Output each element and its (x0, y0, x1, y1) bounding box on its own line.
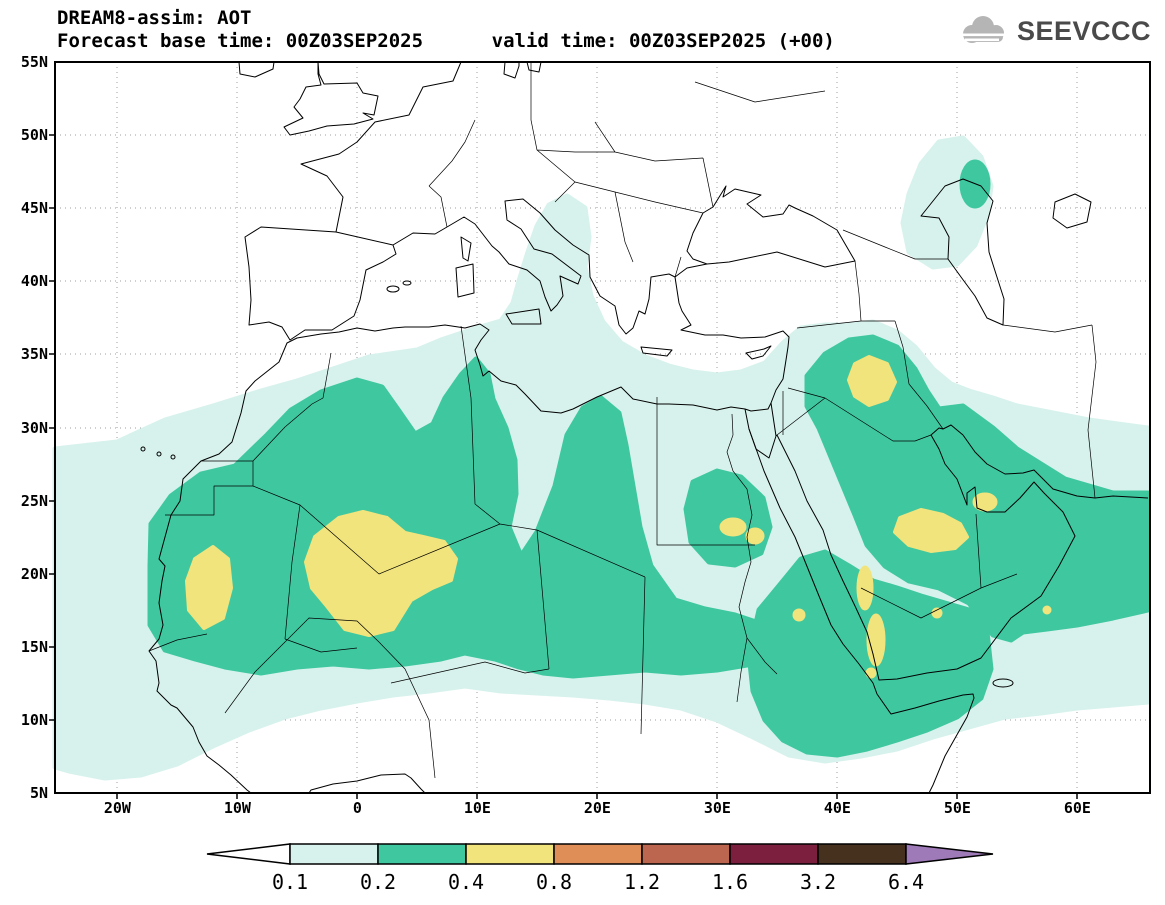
colorbar-tick-label: 3.2 (799, 870, 837, 894)
colorbar-tick-label: 0.8 (535, 870, 573, 894)
lat-tick-label: 35N (20, 345, 48, 364)
country-borders (165, 62, 1097, 735)
lat-tick-label: 45N (20, 199, 48, 218)
lat-tick-label: 10N (20, 710, 48, 729)
colorbar-cell-7 (817, 843, 907, 865)
island-crete (640, 346, 673, 357)
axis-ticks (49, 134, 1078, 799)
coast-denmark (503, 61, 542, 79)
aot-region-bab-el-mandeb-yellow (865, 667, 877, 679)
river-senegal (148, 633, 208, 652)
lon-tick-label: 20E (583, 799, 611, 817)
lon-tick-label: 10W (223, 799, 251, 817)
colorbar-tick-label: 1.2 (623, 870, 661, 894)
island-balearic-1 (386, 285, 400, 293)
coast-ireland (238, 61, 275, 78)
lat-tick-label: 55N (20, 53, 48, 71)
lat-tick-label: 40N (20, 272, 48, 291)
colorbar (206, 843, 994, 865)
colorbar-tick-label: 0.2 (359, 870, 397, 894)
lat-tick-label: 30N (20, 418, 48, 437)
seevccc-logo: SEEVCCC (955, 14, 1151, 48)
coast-france-atlantic (300, 61, 462, 233)
lon-tick-label: 30E (703, 799, 731, 817)
coast-redsea-african-side (748, 428, 975, 794)
cloud-icon (960, 16, 1005, 43)
lat-tick-label: 50N (20, 126, 48, 145)
island-cyprus (745, 345, 772, 360)
colorbar-cell-5 (641, 843, 731, 865)
lat-tick-label: 25N (20, 491, 48, 510)
colorbar-left-arrow (206, 843, 291, 865)
aot-region-sudan-yellow (719, 517, 747, 537)
rivers (148, 413, 778, 779)
lon-tick-label: 60E (1063, 799, 1091, 817)
colorbar-right-arrow (905, 843, 994, 865)
aot-region-saudi-yellow (893, 508, 969, 553)
aot-region-iraq-yellow (847, 355, 897, 407)
map-frame (54, 61, 1151, 794)
aot-region-mauritania-yellow (185, 545, 233, 630)
coast-france-med (392, 226, 448, 246)
forecast-times-subtitle: Forecast base time: 00Z03SEP2025 valid t… (57, 30, 835, 52)
colorbar-tick-label: 1.6 (711, 870, 749, 894)
island-canary-3 (170, 454, 176, 460)
logo-text: SEEVCCC (1016, 15, 1151, 46)
aot-region-redsea-coast-yellow-n (856, 565, 874, 611)
aot-region-yemen-saudi-yellow (931, 607, 943, 619)
island-corsica (460, 236, 472, 262)
aot-region-eritrea-yellow (792, 608, 806, 622)
aot-region-oman-coast-yellow (1042, 605, 1052, 615)
island-sicily (505, 308, 542, 325)
colorbar-cell-1 (289, 843, 379, 865)
island-socotra (992, 678, 1014, 688)
lon-tick-label: 50E (943, 799, 971, 817)
river-niger (224, 617, 436, 779)
colorbar-tick-label: 6.4 (887, 870, 925, 894)
colorbar-cell-3 (465, 843, 555, 865)
coast-britain (283, 61, 379, 136)
lat-tick-label: 15N (20, 637, 48, 656)
lon-tick-label: 10E (463, 799, 491, 817)
forecast-map (49, 61, 1151, 799)
coastlines (140, 61, 1149, 794)
lat-tick-label: 20N (20, 564, 48, 583)
colorbar-tick-label: 0.4 (447, 870, 485, 894)
island-balearic-2 (402, 280, 412, 286)
island-canary-2 (156, 451, 162, 457)
colorbar-cell-6 (729, 843, 819, 865)
coast-gulf-of-guinea (308, 773, 426, 794)
lon-tick-label: 0 (352, 799, 362, 817)
coast-turkey-levant-northafrica (148, 276, 790, 794)
island-sardinia (455, 263, 475, 298)
aot-region-arabia-iraq-teal (804, 334, 1151, 643)
river-nile (726, 413, 778, 703)
page-title: DREAM8-assim: AOT (57, 7, 252, 29)
lon-tick-label: 20W (103, 799, 131, 817)
colorbar-cell-4 (553, 843, 643, 865)
map-area (49, 61, 1151, 799)
aot-region-sudan-yellow-2 (745, 527, 765, 545)
lon-tick-label: 40E (823, 799, 851, 817)
coast-caspian (920, 178, 1005, 326)
aot-region-west-sahara-teal (147, 356, 774, 679)
colorbar-tick-label: 0.1 (271, 870, 309, 894)
coast-italy-balkans-blacksea (446, 185, 856, 335)
lat-tick-label: 5N (29, 784, 48, 802)
coast-arabia-gulf-iran (776, 424, 1149, 681)
island-canary-1 (140, 446, 146, 452)
coast-iberia (244, 226, 397, 341)
colorbar-cell-2 (377, 843, 467, 865)
coast-aral (1052, 193, 1092, 229)
